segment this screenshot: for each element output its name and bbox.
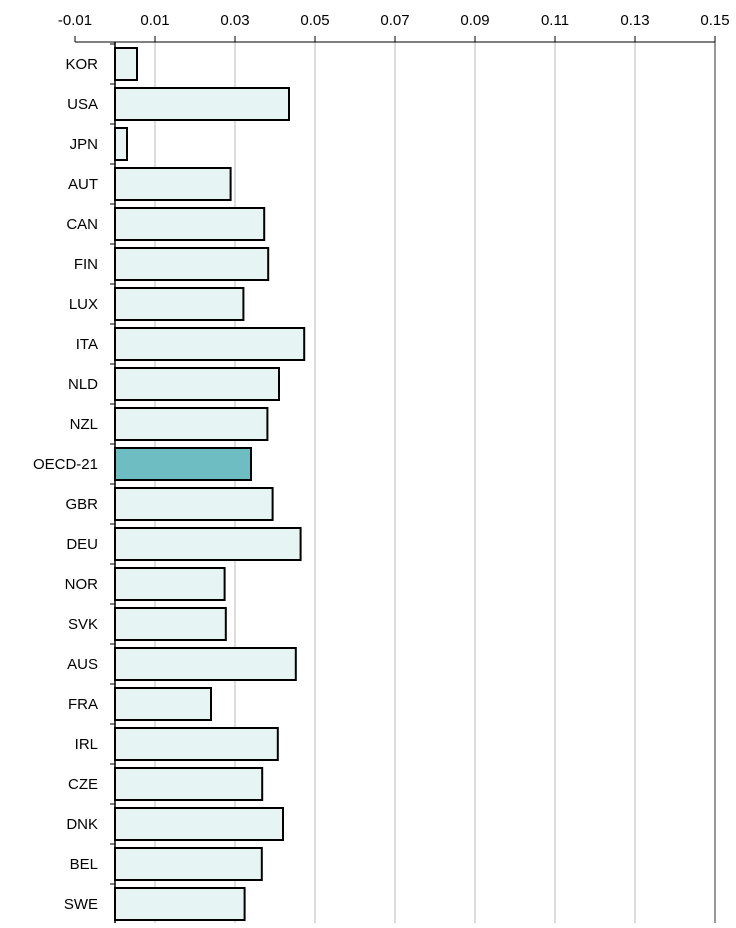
bar-highlight [114,447,252,481]
category-label: LUX [69,296,98,313]
x-tick-label: 0.13 [620,12,649,29]
category-label: KOR [65,56,98,73]
category-label: SWE [64,896,98,913]
bar [114,887,246,921]
category-label: NZL [70,416,98,433]
x-tick-label: 0.09 [460,12,489,29]
bar [114,287,245,321]
category-label: DEU [66,536,98,553]
category-label: FRA [68,696,98,713]
category-label: ITA [76,336,98,353]
bar [114,567,226,601]
bar [114,687,212,721]
category-label: USA [67,96,98,113]
category-label: OECD-21 [33,456,98,473]
x-tick-label: 0.05 [300,12,329,29]
bar [114,407,269,441]
category-label: AUS [67,656,98,673]
category-label: AUT [68,176,98,193]
category-label: IRL [75,736,98,753]
bar [114,607,227,641]
bar [114,527,302,561]
category-label: CZE [68,776,98,793]
bar [114,47,138,81]
category-label: FIN [74,256,98,273]
bar [114,727,279,761]
category-label: CAN [66,216,98,233]
bar [114,247,270,281]
x-tick-label: 0.07 [380,12,409,29]
x-tick-label: 0.15 [700,12,729,29]
x-tick-label: -0.01 [58,12,92,29]
category-label: BEL [70,856,98,873]
bar [114,647,297,681]
bar [114,367,280,401]
bar [114,327,306,361]
category-label: JPN [70,136,98,153]
bar [114,207,266,241]
category-label: GBR [65,496,98,513]
bar [114,807,284,841]
bar [114,847,263,881]
bar [114,127,128,161]
x-tick-label: 0.01 [140,12,169,29]
bar [114,87,290,121]
x-tick-label: 0.03 [220,12,249,29]
x-tick-label: 0.11 [541,12,569,29]
category-label: NLD [68,376,98,393]
category-label: DNK [66,816,98,833]
category-label: NOR [65,576,99,593]
bar [114,767,264,801]
bar [114,167,232,201]
bar [114,487,274,521]
category-label: SVK [68,616,98,633]
